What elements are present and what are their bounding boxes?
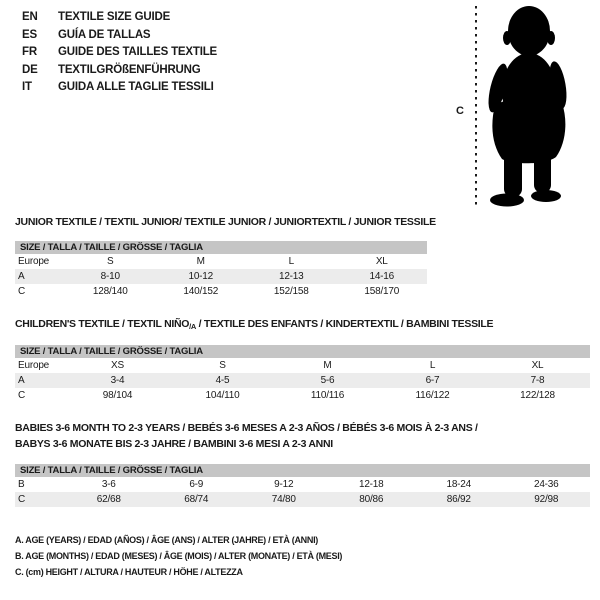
value-cell: 122/128: [520, 390, 555, 401]
table-row-age: A 3-4 4-5 5-6 6-7 7-8: [15, 373, 590, 388]
legend-line-c: C. (cm) HEIGHT / ALTURA / HAUTEUR / HÖHE…: [15, 567, 243, 577]
size-cell: S: [219, 360, 226, 371]
language-row-de: DE TEXTILGRÖßENFÜHRUNG: [22, 62, 217, 80]
table-row-height: C 62/68 68/74 74/80 80/86 86/92 92/98: [15, 492, 590, 507]
language-label: GUÍA DE TALLAS: [58, 28, 151, 41]
language-label: GUIDA ALLE TAGLIE TESSILI: [58, 81, 214, 93]
value-cell: 12-18: [358, 479, 384, 490]
junior-table-title: JUNIOR TEXTILE / TEXTIL JUNIOR/ TEXTILE …: [15, 216, 436, 228]
value-cell: 98/104: [102, 390, 133, 401]
title-line-2: BABYS 3-6 MONATE BIS 2-3 JAHRE / BAMBINI…: [15, 438, 333, 450]
row-label: Europe: [18, 256, 50, 267]
value-cell: 92/98: [534, 494, 559, 505]
language-list: EN TEXTILE SIZE GUIDE ES GUÍA DE TALLAS …: [22, 9, 217, 97]
row-label: A: [18, 271, 25, 282]
height-measure-label: C: [456, 105, 464, 117]
value-cell: 14-16: [369, 271, 395, 282]
baby-silhouette-icon: [488, 6, 567, 207]
size-header-bar: SIZE / TALLA / TAILLE / GRÖSSE / TAGLIA: [15, 464, 590, 477]
language-row-en: EN TEXTILE SIZE GUIDE: [22, 9, 217, 27]
table-row-height: C 128/140 140/152 152/158 158/170: [15, 284, 427, 299]
value-cell: 62/68: [96, 494, 121, 505]
value-cell: 12-13: [278, 271, 304, 282]
language-label: TEXTILGRÖßENFÜHRUNG: [58, 63, 201, 76]
legend-line-b: B. AGE (MONTHS) / EDAD (MESES) / ÂGE (MO…: [15, 551, 343, 561]
value-cell: 6-7: [425, 375, 440, 386]
legend-line-a: A. AGE (YEARS) / EDAD (AÑOS) / ÂGE (ANS)…: [15, 535, 318, 545]
row-label: A: [18, 375, 25, 386]
size-header-bar: SIZE / TALLA / TAILLE / GRÖSSE / TAGLIA: [15, 345, 590, 358]
value-cell: 9-12: [274, 479, 294, 490]
value-cell: 68/74: [184, 494, 209, 505]
value-cell: 10-12: [188, 271, 214, 282]
size-cell: L: [288, 256, 295, 267]
row-label: C: [18, 390, 26, 401]
value-cell: 4-5: [215, 375, 230, 386]
children-table-title: CHILDREN'S TEXTILE / TEXTIL NIÑO/A / TEX…: [15, 318, 590, 333]
language-code: IT: [22, 81, 32, 93]
value-cell: 8-10: [100, 271, 120, 282]
row-label: C: [18, 286, 26, 297]
language-code: DE: [22, 63, 38, 76]
table-row-height: C 98/104 104/110 110/116 116/122 122/128: [15, 388, 590, 403]
size-cell: XS: [111, 360, 124, 371]
table-row-age: A 8-10 10-12 12-13 14-16: [15, 269, 427, 284]
language-row-fr: FR GUIDE DES TAILLES TEXTILE: [22, 44, 217, 62]
size-cell: XL: [531, 360, 544, 371]
row-label: Europe: [18, 360, 50, 371]
title-line-1: BABIES 3-6 MONTH TO 2-3 YEARS / BEBÉS 3-…: [15, 422, 478, 434]
table-row-months: B 3-6 6-9 9-12 12-18 18-24 24-36: [15, 477, 590, 492]
language-label: GUIDE DES TAILLES TEXTILE: [58, 46, 217, 58]
value-cell: 3-4: [110, 375, 125, 386]
babies-textile-section: BABIES 3-6 MONTH TO 2-3 YEARS / BEBÉS 3-…: [15, 420, 590, 507]
value-cell: 116/122: [415, 390, 450, 401]
value-cell: 80/86: [359, 494, 384, 505]
value-cell: 18-24: [446, 479, 472, 490]
table-row-europe: Europe S M L XL: [15, 254, 427, 269]
title-subscript: /A: [189, 322, 197, 331]
language-row-es: ES GUÍA DE TALLAS: [22, 27, 217, 45]
row-label: B: [18, 479, 25, 490]
value-cell: 5-6: [320, 375, 335, 386]
value-cell: 158/170: [364, 286, 400, 297]
babies-table-title: BABIES 3-6 MONTH TO 2-3 YEARS / BEBÉS 3-…: [15, 420, 590, 452]
title-part: / TEXTILE DES ENFANTS / KINDERTEXTIL / B…: [196, 318, 494, 330]
size-cell: M: [323, 360, 332, 371]
value-cell: 3-6: [101, 479, 116, 490]
language-row-it: IT GUIDA ALLE TAGLIE TESSILI: [22, 79, 217, 97]
language-label: TEXTILE SIZE GUIDE: [58, 11, 171, 23]
table-row-europe: Europe XS S M L XL: [15, 358, 590, 373]
value-cell: 104/110: [205, 390, 240, 401]
value-cell: 152/158: [273, 286, 309, 297]
value-cell: 7-8: [530, 375, 545, 386]
language-code: FR: [22, 46, 37, 58]
size-header-bar: SIZE / TALLA / TAILLE / GRÖSSE / TAGLIA: [15, 241, 427, 254]
value-cell: 110/116: [310, 390, 345, 401]
value-cell: 74/80: [271, 494, 296, 505]
size-cell: XL: [375, 256, 388, 267]
language-code: ES: [22, 28, 37, 41]
size-cell: L: [429, 360, 436, 371]
value-cell: 128/140: [92, 286, 128, 297]
footnote-legend: A. AGE (YEARS) / EDAD (AÑOS) / ÂGE (ANS)…: [15, 532, 342, 580]
size-cell: S: [107, 256, 114, 267]
value-cell: 86/92: [446, 494, 471, 505]
children-textile-section: CHILDREN'S TEXTILE / TEXTIL NIÑO/A / TEX…: [15, 318, 590, 403]
junior-textile-section: JUNIOR TEXTILE / TEXTIL JUNIOR/ TEXTILE …: [15, 216, 436, 299]
height-dotted-line: [475, 6, 477, 207]
value-cell: 24-36: [533, 479, 559, 490]
value-cell: 6-9: [189, 479, 204, 490]
value-cell: 140/152: [183, 286, 219, 297]
language-code: EN: [22, 11, 38, 23]
size-cell: M: [196, 256, 205, 267]
row-label: C: [18, 494, 26, 505]
title-part: CHILDREN'S TEXTILE / TEXTIL NIÑO: [15, 318, 190, 330]
